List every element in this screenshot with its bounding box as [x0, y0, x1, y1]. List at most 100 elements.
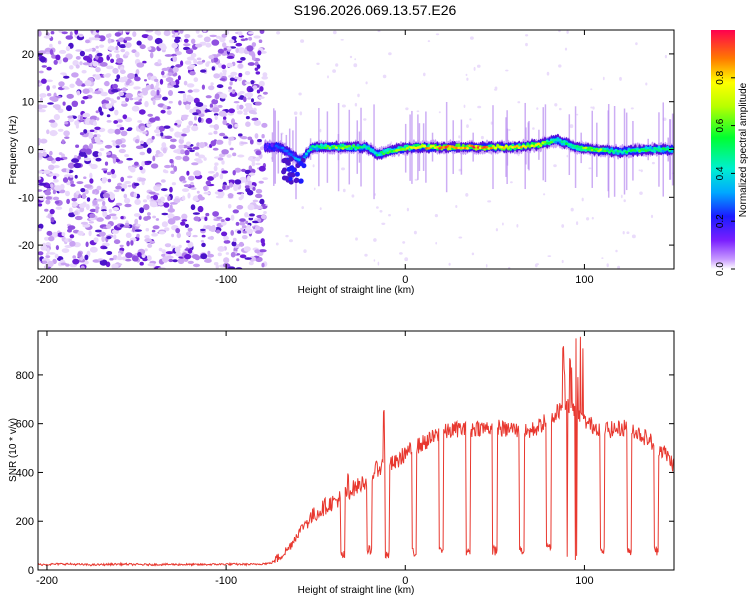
noise-blob	[170, 138, 177, 143]
noise-blob	[319, 207, 322, 211]
noise-blob	[75, 79, 83, 86]
noise-blob	[79, 115, 84, 122]
noise-blob	[88, 230, 92, 237]
noise-blob	[49, 150, 53, 156]
noise-blob	[238, 196, 243, 201]
noise-blob	[189, 64, 196, 68]
noise-blob	[102, 193, 110, 198]
noise-blob	[137, 251, 142, 258]
noise-blob	[251, 117, 258, 121]
noise-blob	[239, 221, 246, 226]
noise-blob	[469, 118, 472, 121]
signal-trace	[263, 101, 674, 200]
noise-blob	[175, 155, 182, 160]
noise-blob	[170, 170, 175, 174]
noise-blob	[255, 193, 263, 199]
noise-blob	[46, 66, 52, 71]
noise-blob	[95, 110, 100, 114]
noise-blob	[53, 165, 60, 169]
noise-blob	[126, 157, 133, 161]
noise-blob	[118, 252, 122, 259]
noise-blob	[236, 60, 243, 63]
noise-blob	[225, 252, 230, 255]
noise-blob	[388, 52, 392, 56]
noise-blob	[192, 88, 200, 93]
noise-blob	[620, 194, 623, 199]
noise-blob	[200, 239, 204, 243]
noise-blob	[93, 134, 98, 137]
signal-cell	[549, 140, 554, 144]
noise-blob	[260, 238, 265, 244]
noise-blob	[217, 53, 221, 57]
noise-blob	[74, 30, 79, 35]
noise-blob	[182, 127, 191, 134]
noise-blob	[80, 188, 86, 193]
noise-blob	[535, 263, 540, 266]
noise-blob	[180, 221, 186, 226]
noise-blob	[640, 169, 643, 173]
noise-blob	[517, 101, 521, 104]
noise-blob	[207, 250, 211, 255]
signal-cell	[291, 167, 297, 173]
noise-blob	[228, 86, 232, 90]
signal-cell	[309, 148, 313, 151]
noise-blob	[234, 76, 239, 80]
noise-blob	[219, 78, 226, 81]
noise-blob	[38, 109, 46, 113]
noise-blob	[131, 255, 139, 262]
noise-blob	[209, 107, 213, 111]
signal-cell	[466, 147, 470, 150]
signal-cell	[638, 149, 642, 153]
noise-blob	[38, 223, 44, 229]
noise-blob	[275, 242, 279, 246]
noise-blob	[133, 182, 140, 187]
noise-blob	[559, 107, 562, 111]
noise-blob	[200, 69, 207, 73]
noise-blob	[390, 141, 393, 145]
noise-blob	[46, 85, 50, 91]
noise-blob	[82, 62, 90, 66]
signal-cell	[427, 146, 431, 150]
noise-blob	[382, 74, 387, 79]
noise-blob	[48, 119, 56, 123]
noise-blob	[487, 200, 492, 203]
noise-blob	[205, 95, 212, 99]
noise-blob	[93, 136, 101, 143]
noise-blob	[197, 34, 203, 38]
noise-blob	[90, 163, 98, 170]
noise-blob	[351, 194, 355, 198]
noise-blob	[89, 217, 96, 221]
noise-blob	[553, 164, 557, 168]
noise-blob	[516, 224, 519, 228]
noise-blob	[214, 115, 218, 121]
noise-blob	[49, 130, 58, 137]
signal-cell	[367, 147, 371, 150]
noise-blob	[137, 92, 144, 96]
noise-blob	[69, 240, 76, 247]
signal-cell	[294, 171, 300, 177]
noise-blob	[508, 129, 511, 131]
noise-blob	[341, 104, 346, 108]
noise-blob	[231, 36, 237, 40]
noise-blob	[127, 175, 133, 179]
noise-blob	[89, 115, 98, 121]
noise-blob	[149, 52, 154, 59]
noise-blob	[202, 30, 207, 33]
noise-blob	[55, 206, 63, 210]
noise-blob	[164, 135, 173, 139]
noise-blob	[261, 76, 269, 80]
noise-blob	[181, 219, 188, 222]
noise-blob	[85, 148, 92, 155]
noise-blob	[66, 93, 74, 99]
noise-blob	[38, 104, 43, 110]
noise-blob	[48, 236, 55, 242]
noise-blob	[209, 124, 216, 128]
noise-blob	[228, 179, 235, 183]
noise-blob	[477, 64, 481, 68]
noise-blob	[53, 179, 59, 183]
noise-blob	[651, 161, 655, 165]
noise-blob	[83, 157, 92, 162]
signal-cell	[288, 156, 294, 162]
noise-blob	[217, 189, 224, 192]
noise-blob	[261, 262, 265, 268]
